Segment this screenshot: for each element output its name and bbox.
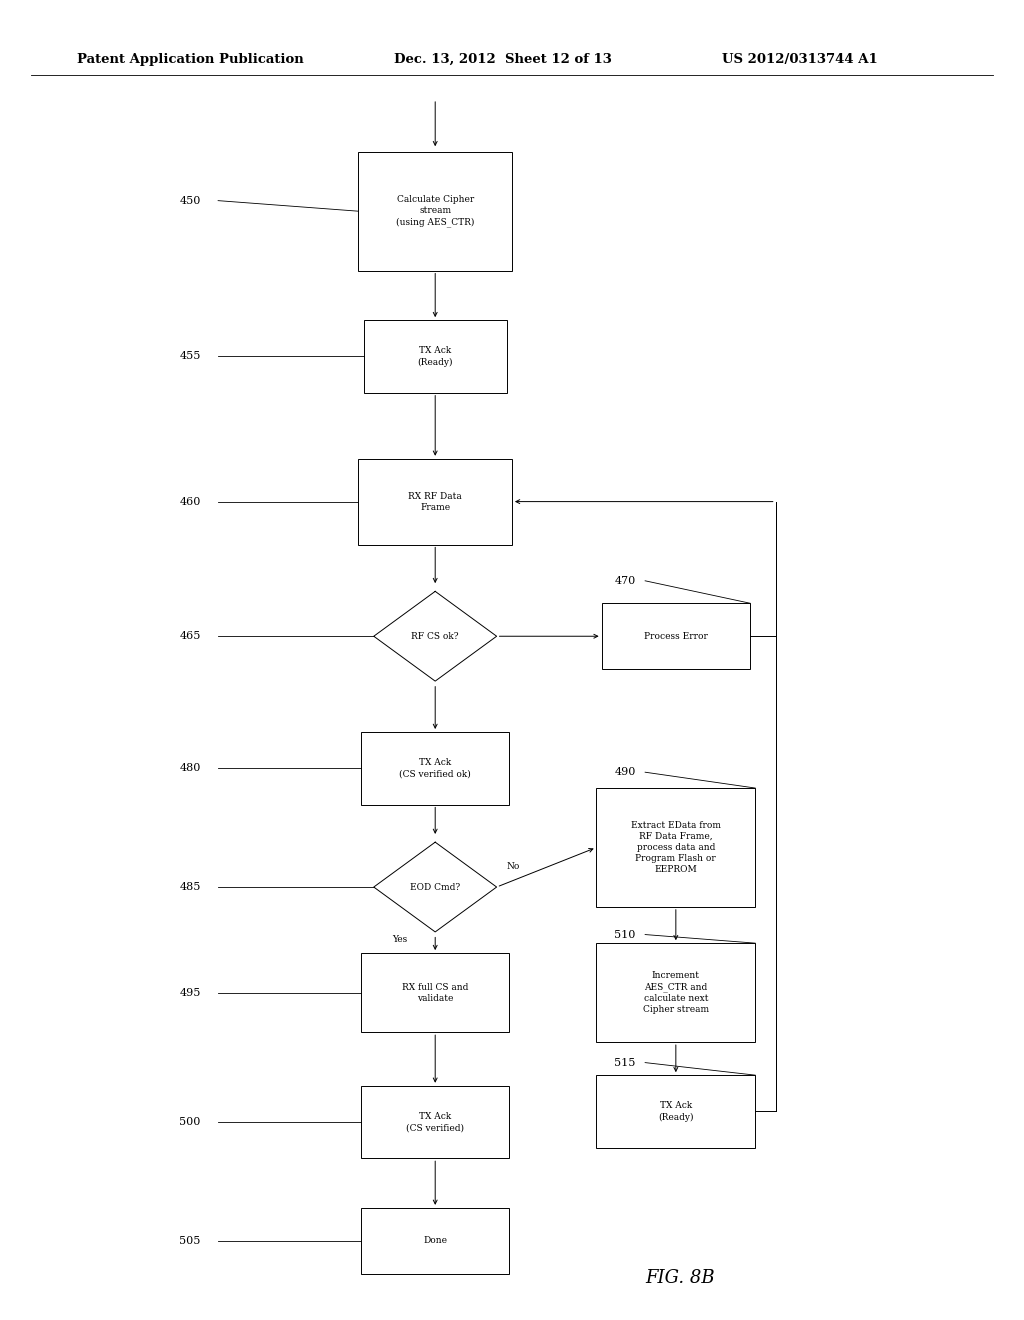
Text: TX Ack
(CS verified): TX Ack (CS verified) <box>407 1111 464 1133</box>
Bar <box>360 1085 509 1159</box>
Bar <box>364 319 507 393</box>
Text: No: No <box>507 862 520 871</box>
Text: Done: Done <box>423 1237 447 1245</box>
Text: Increment
AES_CTR and
calculate next
Cipher stream: Increment AES_CTR and calculate next Cip… <box>643 972 709 1014</box>
Bar <box>596 1074 756 1147</box>
Bar <box>360 953 509 1032</box>
Text: 490: 490 <box>614 767 636 777</box>
Text: TX Ack
(Ready): TX Ack (Ready) <box>418 346 453 367</box>
Text: 465: 465 <box>179 631 201 642</box>
Text: 510: 510 <box>614 929 636 940</box>
Text: 515: 515 <box>614 1057 636 1068</box>
Text: 450: 450 <box>179 195 201 206</box>
Bar <box>360 731 509 805</box>
Bar <box>602 603 750 669</box>
Text: 485: 485 <box>179 882 201 892</box>
Text: Patent Application Publication: Patent Application Publication <box>77 53 303 66</box>
Bar <box>358 152 512 271</box>
Text: 495: 495 <box>179 987 201 998</box>
Text: 460: 460 <box>179 496 201 507</box>
Text: 470: 470 <box>614 576 636 586</box>
Text: EOD Cmd?: EOD Cmd? <box>411 883 460 891</box>
Text: Yes: Yes <box>392 936 408 945</box>
Text: 500: 500 <box>179 1117 201 1127</box>
Text: TX Ack
(CS verified ok): TX Ack (CS verified ok) <box>399 758 471 779</box>
Text: RX full CS and
validate: RX full CS and validate <box>402 982 468 1003</box>
Bar <box>596 788 756 907</box>
Text: TX Ack
(Ready): TX Ack (Ready) <box>658 1101 693 1122</box>
Text: RX RF Data
Frame: RX RF Data Frame <box>409 491 462 512</box>
Text: FIG. 8B: FIG. 8B <box>645 1269 715 1287</box>
Text: 505: 505 <box>179 1236 201 1246</box>
Bar <box>596 942 756 1043</box>
Text: US 2012/0313744 A1: US 2012/0313744 A1 <box>722 53 878 66</box>
Bar <box>358 458 512 544</box>
Text: Extract EData from
RF Data Frame,
process data and
Program Flash or
EEPROM: Extract EData from RF Data Frame, proces… <box>631 821 721 874</box>
Text: 455: 455 <box>179 351 201 362</box>
Text: 480: 480 <box>179 763 201 774</box>
Text: RF CS ok?: RF CS ok? <box>412 632 459 640</box>
Text: Dec. 13, 2012  Sheet 12 of 13: Dec. 13, 2012 Sheet 12 of 13 <box>394 53 612 66</box>
Bar <box>360 1208 509 1274</box>
Text: Process Error: Process Error <box>644 632 708 640</box>
Text: Calculate Cipher
stream
(using AES_CTR): Calculate Cipher stream (using AES_CTR) <box>396 195 474 227</box>
